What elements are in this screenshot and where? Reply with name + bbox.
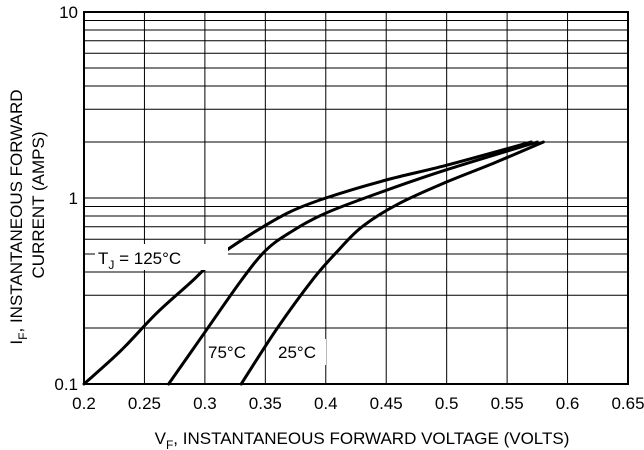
x-tick-label: 0.25 [128, 394, 161, 413]
x-tick-label: 0.2 [72, 394, 96, 413]
series-curve-125c [82, 140, 533, 386]
x-tick-label: 0.65 [611, 394, 644, 413]
x-tick-label: 0.55 [491, 394, 524, 413]
x-tick-label: 0.45 [370, 394, 403, 413]
x-tick-label: 0.3 [193, 394, 217, 413]
series-curve-25c [239, 140, 545, 386]
annotation-125c-background [95, 244, 228, 270]
y-axis-label-line1: IF, INSTANTANEOUS FORWARD [7, 89, 30, 344]
y-tick-label: 1 [69, 189, 78, 208]
annotation-tj-125c: TJ = 125°C [98, 249, 181, 272]
plot-frame [83, 11, 629, 385]
grid [83, 11, 629, 385]
annotation-25c: 25°C [278, 343, 316, 362]
x-axis-label: VF, INSTANTANEOUS FORWARD VOLTAGE (VOLTS… [155, 429, 570, 450]
x-tick-label: 0.35 [249, 394, 282, 413]
x-tick-label: 0.4 [314, 394, 338, 413]
annotation-75c: 75°C [208, 343, 246, 362]
x-tick-labels: 0.2 0.25 0.3 0.35 0.4 0.45 0.5 0.55 0.6 0.65 [72, 394, 644, 413]
x-tick-label: 0.6 [556, 394, 580, 413]
series-curve-75c [167, 140, 539, 386]
y-tick-label: 0.1 [54, 375, 78, 394]
y-axis-label-line2: CURRENT (AMPS) [29, 131, 48, 278]
series-curves [82, 140, 545, 386]
y-tick-labels: 0.1 1 10 [54, 3, 78, 394]
x-tick-label: 0.5 [435, 394, 459, 413]
y-tick-label: 10 [59, 3, 78, 22]
annotation-25c-background [276, 339, 326, 365]
